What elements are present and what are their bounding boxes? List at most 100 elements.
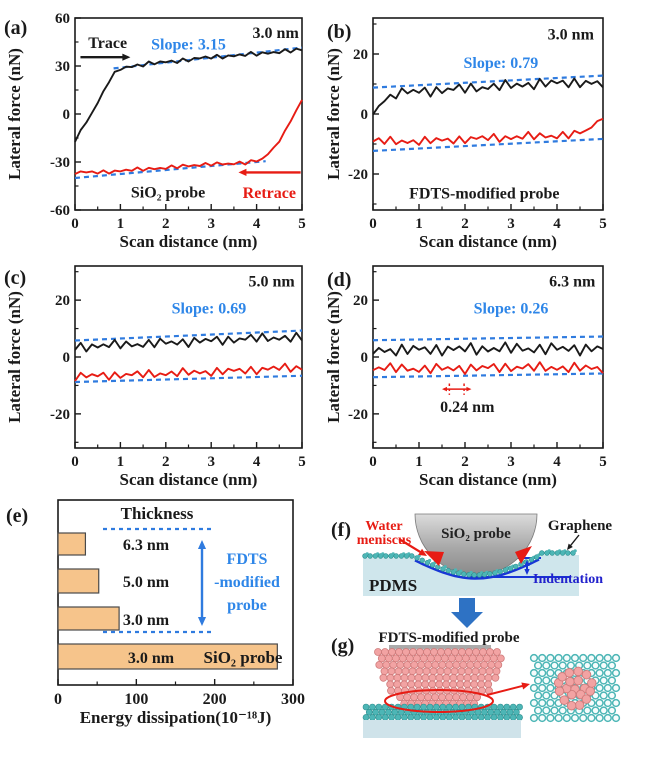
fdts-group-label: FDTS bbox=[227, 551, 268, 568]
series-retrace bbox=[372, 117, 604, 146]
fdts-molecule bbox=[493, 648, 501, 656]
panel-letter: (e) bbox=[6, 505, 28, 527]
fdts-group-label: probe bbox=[227, 597, 267, 614]
fdts-molecule bbox=[479, 648, 487, 656]
x-tick-label: 1 bbox=[117, 454, 125, 470]
lattice-ring bbox=[529, 683, 539, 693]
fdts-molecule bbox=[566, 700, 577, 711]
fdts-molecule bbox=[486, 648, 494, 656]
graphene-atom bbox=[381, 714, 389, 721]
graphene-atom bbox=[394, 714, 402, 721]
lattice-ring bbox=[538, 698, 547, 708]
fdts-molecule bbox=[377, 654, 386, 663]
lattice-ring bbox=[595, 698, 604, 708]
bar-label: 3.0 nm bbox=[128, 650, 175, 667]
x-tick-label: 3 bbox=[507, 454, 515, 470]
y-tick-label: 30 bbox=[55, 59, 70, 75]
graphene-atom bbox=[443, 565, 447, 569]
graphene-atom bbox=[573, 549, 577, 553]
water-meniscus-right bbox=[515, 546, 532, 564]
lattice-ring bbox=[546, 698, 555, 708]
lattice-ring bbox=[554, 653, 563, 663]
panel-letter: (a) bbox=[4, 17, 27, 39]
down-arrow bbox=[451, 598, 483, 628]
lattice-ring bbox=[542, 706, 551, 715]
lattice-ring bbox=[538, 713, 547, 723]
bar-0 bbox=[57, 532, 87, 556]
lattice-ring bbox=[595, 668, 604, 678]
fdts-molecule bbox=[401, 667, 410, 676]
fdts-molecule bbox=[410, 660, 419, 669]
series-retrace bbox=[74, 362, 303, 382]
graphene-atom bbox=[385, 708, 392, 716]
lattice-ring bbox=[529, 698, 539, 708]
fdts-molecule bbox=[492, 667, 501, 676]
arrow-head bbox=[466, 386, 472, 392]
fdts-molecule bbox=[422, 667, 431, 676]
graphene-atom bbox=[503, 714, 511, 721]
lattice-ring bbox=[579, 713, 588, 723]
fdts-molecule bbox=[487, 660, 496, 669]
fdts-molecule bbox=[581, 694, 592, 704]
fdts-molecule bbox=[381, 648, 389, 656]
lattice-ring bbox=[579, 653, 588, 663]
annotation: 3.0 nm bbox=[548, 27, 595, 44]
y-tick-label: 0 bbox=[361, 350, 369, 366]
guide-dashed-line bbox=[372, 372, 604, 379]
x-axis-title: Scan distance (nm) bbox=[120, 232, 258, 251]
x-tick-label: 2 bbox=[162, 216, 170, 232]
y-tick-label: 0 bbox=[63, 350, 71, 366]
x-tick-label: 2 bbox=[162, 454, 170, 470]
y-tick-label: 20 bbox=[55, 293, 70, 309]
fdts-molecule bbox=[445, 660, 454, 669]
probe-cantilever-bar bbox=[389, 645, 491, 650]
x-tick-label: 5 bbox=[599, 216, 607, 232]
fdts-molecule bbox=[402, 648, 410, 656]
lattice-ring bbox=[533, 706, 543, 715]
fdts-molecule bbox=[454, 654, 463, 663]
x-tick-label: 3 bbox=[207, 454, 215, 470]
lattice-ring bbox=[583, 661, 592, 670]
fdts-molecule bbox=[484, 680, 493, 689]
graphene-atom bbox=[426, 714, 434, 721]
lattice-ring bbox=[611, 683, 621, 693]
fdts-molecule bbox=[468, 654, 477, 663]
y-tick-label: -60 bbox=[50, 203, 70, 219]
annotation: 0.24 nm bbox=[440, 399, 495, 416]
graphene-atom bbox=[445, 714, 453, 721]
fdts-molecule bbox=[461, 654, 470, 663]
lattice-ring bbox=[558, 706, 567, 715]
bar-label: 5.0 nm bbox=[123, 574, 170, 591]
lattice-ring bbox=[538, 653, 547, 663]
fdts-molecule bbox=[565, 676, 575, 687]
fdts-molecule bbox=[573, 675, 583, 686]
graphene-atom bbox=[549, 550, 555, 556]
annotation: FDTS-modified probe bbox=[409, 186, 559, 203]
fdts-molecule bbox=[387, 667, 396, 676]
water-meniscus-left bbox=[424, 551, 444, 566]
x-tick-label: 4 bbox=[253, 216, 261, 232]
fdts-molecule bbox=[449, 673, 458, 682]
lattice-ring bbox=[603, 698, 612, 708]
fdts-molecule bbox=[393, 673, 402, 682]
fdts-molecule bbox=[447, 654, 456, 663]
fdts-molecule bbox=[386, 673, 395, 682]
graphene-atom bbox=[452, 703, 459, 711]
fdts-molecule bbox=[398, 654, 407, 663]
graphene-atom bbox=[419, 557, 425, 564]
fdts-molecule bbox=[435, 673, 444, 682]
fdts-molecule bbox=[407, 680, 416, 689]
graphene-atom bbox=[413, 714, 421, 721]
lattice-ring bbox=[550, 706, 559, 715]
fdts-molecule bbox=[452, 693, 461, 702]
graphene-atom bbox=[420, 703, 427, 711]
fdts-molecule bbox=[431, 660, 440, 669]
fdts-molecule bbox=[438, 660, 447, 669]
graphene-atom bbox=[469, 570, 473, 575]
fdts-molecule bbox=[374, 648, 382, 656]
lattice-ring bbox=[599, 691, 608, 700]
fdts-molecule bbox=[431, 693, 439, 702]
graphene-atom bbox=[497, 703, 504, 711]
lattice-ring bbox=[607, 661, 617, 670]
fdts-molecule bbox=[435, 680, 444, 689]
